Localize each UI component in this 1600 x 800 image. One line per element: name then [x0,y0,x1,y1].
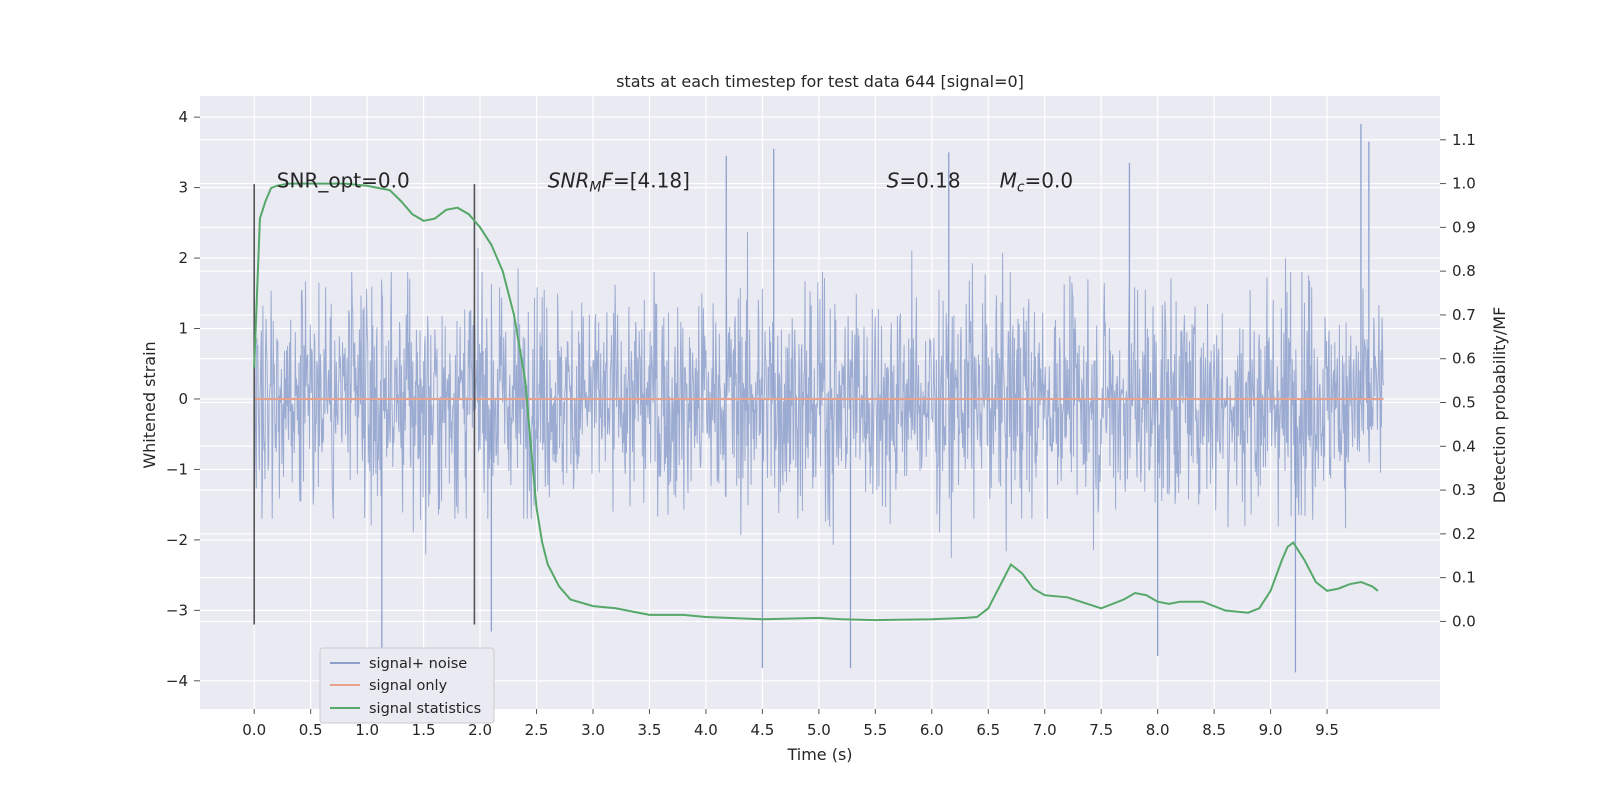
x-tick-label: 1.0 [355,721,379,739]
y-left-tick-label: 1 [178,320,188,338]
x-tick-label: 3.5 [638,721,662,739]
y-left-axis-label: Whitened strain [140,341,159,468]
annotation-snr-opt: SNR_opt=0.0 [277,169,410,193]
legend-label-noise: signal+ noise [369,656,467,672]
x-tick-label: 4.5 [750,721,774,739]
y-right-tick-label: 0.7 [1452,306,1476,324]
x-tick-label: 4.0 [694,721,718,739]
x-tick-label: 5.0 [807,721,831,739]
signal-statistics-line [253,182,1379,622]
noise-trace [253,232,1384,558]
y-right-tick-label: 1.1 [1452,131,1476,149]
x-tick-label: 3.0 [581,721,605,739]
y-left-axis-ticks: −4 −3 −2 −1 0 1 2 3 4 [166,108,200,690]
y-right-tick-label: 0.4 [1452,437,1476,455]
y-left-tick-label: −3 [166,601,188,619]
x-tick-label: 8.5 [1202,721,1226,739]
x-tick-label: 5.5 [863,721,887,739]
y-left-tick-label: 3 [178,179,188,197]
y-right-axis-ticks: 0.0 0.1 0.2 0.3 0.4 0.5 0.6 0.7 0.8 0.9 1.0 1.1 [1440,131,1476,630]
y-left-tick-label: −4 [166,672,188,690]
y-right-tick-label: 0.0 [1452,612,1476,630]
vertical-markers [253,184,476,625]
legend-label-signal: signal only [369,678,448,694]
x-tick-label: 6.5 [976,721,1000,739]
signal-noise-series [253,124,1384,673]
x-tick-label: 2.5 [525,721,549,739]
y-left-tick-label: 0 [178,390,188,408]
y-right-tick-label: 0.1 [1452,569,1476,587]
y-right-tick-label: 0.9 [1452,218,1476,236]
x-tick-label: 0.5 [299,721,323,739]
y-left-tick-label: −1 [166,460,188,478]
y-right-tick-label: 1.0 [1452,175,1476,193]
x-axis-ticks: 0.0 0.5 1.0 1.5 2.0 2.5 3.0 3.5 4.0 4.5 5.0 5.5 6.0 6… [242,709,1339,739]
annotation-mc: Mc=0.0 [1000,169,1074,196]
y-right-tick-label: 0.8 [1452,262,1476,280]
legend: signal+ noise signal only signal statist… [319,647,495,724]
x-tick-label: 2.0 [468,721,492,739]
y-left-tick-label: −2 [166,531,188,549]
y-left-tick-label: 4 [178,108,188,126]
y-right-tick-label: 0.2 [1452,525,1476,543]
annotations: SNR_opt=0.0 SNRMF=[4.18] S=0.18 Mc=0.0 [277,169,1073,196]
legend-label-statistics: signal statistics [369,701,481,717]
y-right-axis-label: Detection probability/MF [1490,307,1509,504]
x-tick-label: 7.0 [1033,721,1057,739]
y-right-tick-label: 0.6 [1452,350,1476,368]
chart-title: stats at each timestep for test data 644… [616,72,1024,91]
legend-box [319,647,495,724]
x-tick-label: 8.0 [1146,721,1170,739]
x-tick-label: 1.5 [412,721,436,739]
y-left-tick-label: 2 [178,249,188,267]
y-right-tick-label: 0.3 [1452,481,1476,499]
y-right-tick-label: 0.5 [1452,394,1476,412]
x-tick-label: 9.5 [1315,721,1339,739]
x-tick-label: 9.0 [1259,721,1283,739]
annotation-s: S=0.18 [887,169,961,193]
x-axis-label: Time (s) [786,745,852,764]
x-tick-label: 7.5 [1089,721,1113,739]
x-tick-label: 6.0 [920,721,944,739]
x-tick-label: 0.0 [242,721,266,739]
annotation-snr-mf: SNRMF=[4.18] [548,169,690,196]
